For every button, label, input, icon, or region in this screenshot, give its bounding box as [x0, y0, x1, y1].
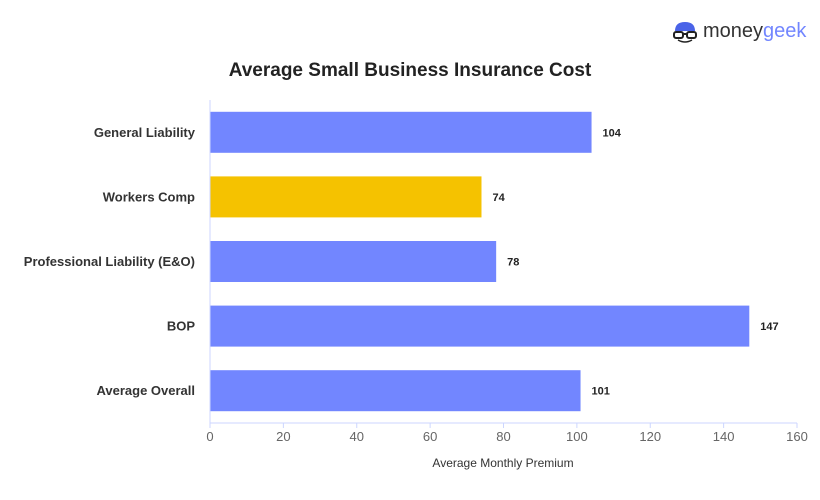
geek-face-icon: [673, 21, 697, 43]
x-tick-label: 120: [639, 429, 661, 444]
bar: [210, 111, 592, 153]
moneygeek-logo: moneygeek: [672, 20, 806, 43]
data-label: 104: [603, 127, 622, 139]
x-tick-label: 80: [496, 429, 510, 444]
x-axis-label: Average Monthly Premium: [432, 456, 573, 470]
x-tick-label: 40: [350, 429, 364, 444]
x-tick-label: 140: [713, 429, 735, 444]
x-tick-label: 160: [786, 429, 808, 444]
category-label: Workers Comp: [103, 189, 195, 204]
x-tick-label: 20: [276, 429, 290, 444]
bar: [210, 370, 581, 412]
data-label: 78: [507, 257, 519, 269]
data-label: 74: [492, 192, 505, 204]
x-tick-label: 60: [423, 429, 437, 444]
chart-title: Average Small Business Insurance Cost: [228, 60, 592, 81]
data-label: 101: [592, 386, 610, 398]
category-label: General Liability: [94, 125, 196, 140]
x-tick-label: 0: [206, 429, 213, 444]
category-label: Average Overall: [96, 383, 195, 398]
logo-text-geek: geek: [763, 20, 807, 42]
bar: [210, 176, 482, 218]
logo-text-money: money: [703, 20, 764, 42]
x-tick-label: 100: [566, 429, 588, 444]
bar: [210, 241, 497, 282]
bar: [210, 305, 750, 347]
category-label: BOP: [167, 319, 196, 334]
data-label: 147: [760, 321, 778, 333]
category-label: Professional Liability (E&O): [24, 254, 195, 269]
